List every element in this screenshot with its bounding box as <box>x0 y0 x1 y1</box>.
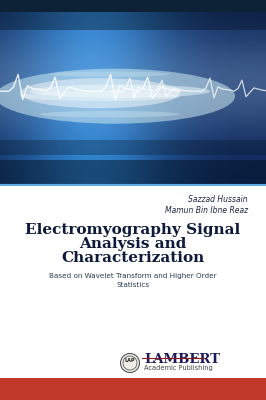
Ellipse shape <box>20 78 180 108</box>
Text: Sazzad Hussain: Sazzad Hussain <box>188 195 248 204</box>
Text: LAP: LAP <box>125 358 135 363</box>
Text: Based on Wavelet Transform and Higher Order: Based on Wavelet Transform and Higher Or… <box>49 273 217 279</box>
Text: LAMBERT: LAMBERT <box>144 353 220 366</box>
Text: Characterization: Characterization <box>61 251 205 265</box>
Circle shape <box>120 354 139 372</box>
Text: Academic Publishing: Academic Publishing <box>144 365 213 371</box>
Text: Mamun Bin Ibne Reaz: Mamun Bin Ibne Reaz <box>165 206 248 215</box>
Text: Statistics: Statistics <box>117 282 149 288</box>
Text: Analysis and: Analysis and <box>79 237 187 251</box>
Bar <box>0 0 266 12</box>
Ellipse shape <box>0 69 235 124</box>
Ellipse shape <box>50 72 170 77</box>
Text: Electromyography Signal: Electromyography Signal <box>25 223 241 237</box>
Bar <box>0 10 266 30</box>
Ellipse shape <box>30 84 210 98</box>
Bar <box>0 185 266 378</box>
Ellipse shape <box>20 91 180 101</box>
Bar <box>0 378 266 400</box>
Bar <box>0 160 266 185</box>
Bar <box>0 0 266 185</box>
Ellipse shape <box>40 111 180 118</box>
Bar <box>0 140 266 155</box>
